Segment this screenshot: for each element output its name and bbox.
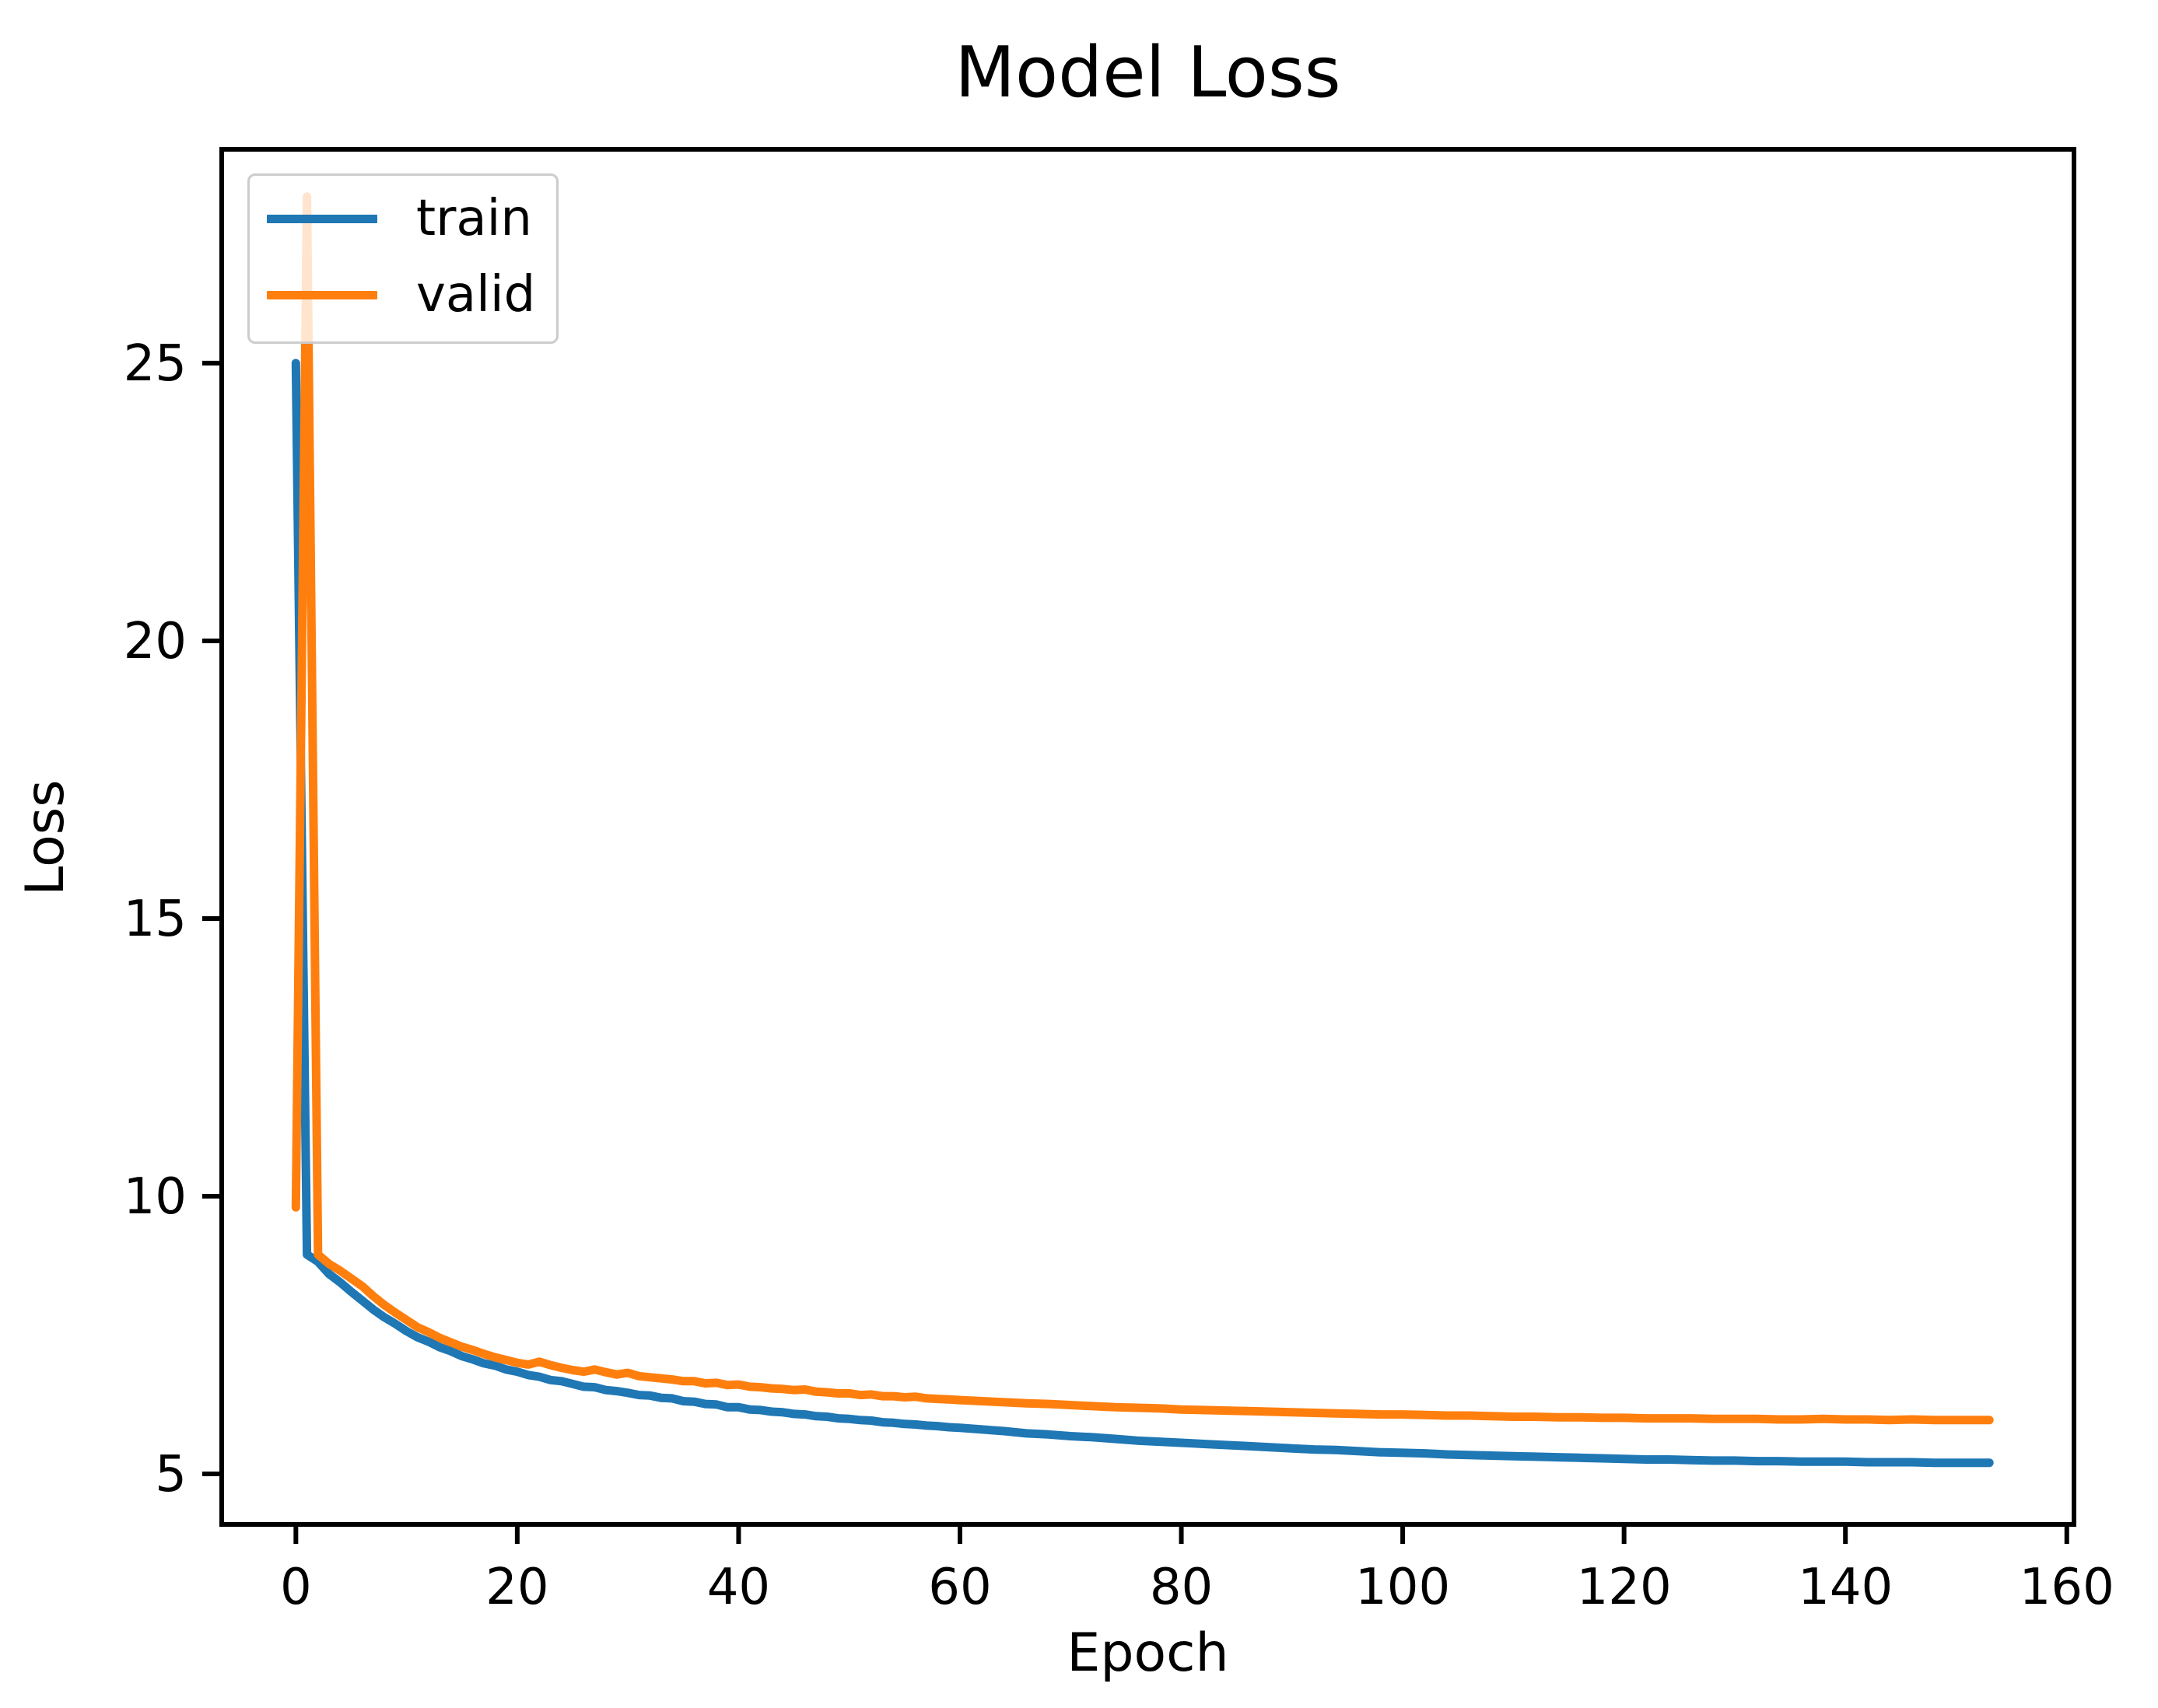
y-tick-label: 25 (124, 335, 187, 393)
x-axis-label: Epoch (1067, 1622, 1229, 1684)
y-tick-label: 20 (124, 613, 187, 670)
y-tick-label: 10 (124, 1168, 187, 1226)
y-tick-label: 15 (124, 891, 187, 948)
x-tick-label: 120 (1577, 1559, 1672, 1616)
legend: train valid (247, 173, 559, 344)
x-tick-label: 60 (928, 1559, 991, 1616)
legend-label-valid: valid (416, 266, 536, 324)
axes-spines (219, 147, 2076, 1527)
y-tick-label: 5 (155, 1446, 187, 1503)
legend-swatch-train (267, 214, 377, 223)
legend-swatch-valid (267, 290, 377, 299)
legend-label-train: train (416, 190, 532, 247)
x-tick-label: 100 (1355, 1559, 1450, 1616)
series-line-valid (291, 192, 1994, 1425)
series-line-train (291, 359, 1994, 1468)
y-axis-label: Loss (15, 779, 76, 896)
x-tick-label: 0 (280, 1559, 312, 1616)
x-tick-label: 160 (2020, 1559, 2114, 1616)
x-tick-label: 20 (485, 1559, 548, 1616)
legend-entry-valid: valid (250, 257, 556, 333)
x-tick-label: 80 (1150, 1559, 1213, 1616)
chart-title: Model Loss (955, 32, 1341, 114)
legend-entry-train: train (250, 180, 556, 257)
x-tick-label: 40 (707, 1559, 770, 1616)
x-tick-label: 140 (1798, 1559, 1893, 1616)
